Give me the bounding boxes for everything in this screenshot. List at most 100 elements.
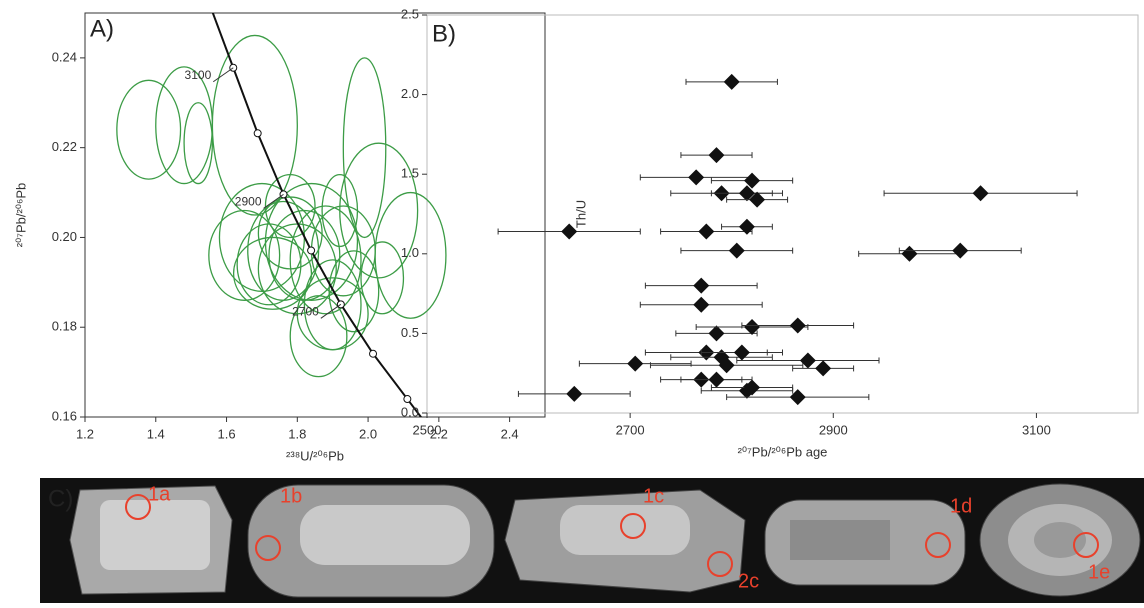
data-point — [718, 357, 735, 374]
analysis-spot — [1073, 532, 1099, 558]
panel-title: C) — [48, 485, 73, 512]
data-point — [749, 191, 766, 208]
age-marker — [307, 246, 316, 255]
concordia: 3100 2900 2700 — [185, 13, 423, 417]
error-ellipse — [360, 241, 405, 315]
data-point — [738, 185, 755, 202]
spot-label: 1e — [1088, 561, 1110, 583]
data-point — [744, 172, 761, 189]
error-ellipse — [155, 66, 214, 185]
y-tick-label: 0.16 — [52, 408, 77, 423]
error-ellipse — [264, 182, 359, 301]
data-point — [799, 352, 816, 369]
data-point — [972, 185, 989, 202]
data-point — [688, 169, 705, 186]
x-tick-label: 1.6 — [217, 426, 235, 441]
y-tick-label: 0.0 — [401, 404, 419, 419]
data-point — [728, 242, 745, 259]
x-tick-label: 1.4 — [147, 426, 165, 441]
data-point — [708, 147, 725, 164]
data-point — [789, 317, 806, 334]
analysis-spot — [925, 532, 951, 558]
analysis-spot — [707, 551, 733, 577]
data-point — [693, 296, 710, 313]
error-ellipse — [342, 57, 387, 239]
error-ellipse — [211, 34, 298, 216]
data-point — [738, 218, 755, 235]
error-ellipse — [208, 209, 281, 301]
error-ellipse — [328, 250, 380, 333]
data-point — [723, 73, 740, 90]
y-tick-label: 1.5 — [401, 166, 419, 181]
x-axis-label: ²⁰⁷Pb/²⁰⁶Pb age — [738, 444, 828, 459]
age-label-leader — [212, 67, 234, 83]
plot-frame-b — [426, 14, 1139, 414]
x-tick-label: 3100 — [1022, 422, 1051, 437]
crystals — [69, 483, 1141, 598]
age-label: 3100 — [185, 68, 212, 82]
data-point — [708, 371, 725, 388]
age-label: 2900 — [235, 195, 262, 209]
y-tick-label: 0.18 — [52, 319, 77, 334]
age-marker — [403, 395, 412, 404]
data-point — [566, 385, 583, 402]
y-axis-label: ²⁰⁷Pb/²⁰⁶Pb — [13, 183, 28, 248]
data-point — [744, 379, 761, 396]
spot-label: 1b — [280, 485, 302, 507]
x-tick-label: 2.0 — [359, 426, 377, 441]
error-ellipse — [296, 277, 369, 351]
data-point — [708, 325, 725, 342]
x-tick-label: 1.8 — [288, 426, 306, 441]
concordia-extension — [211, 13, 235, 69]
error-ellipse — [232, 236, 313, 310]
data-point — [744, 319, 761, 336]
data-point — [901, 245, 918, 262]
data-point — [627, 355, 644, 372]
x-tick-label: 2.4 — [501, 426, 519, 441]
spot-label: 1c — [643, 485, 664, 507]
ellipses — [116, 34, 447, 378]
y-axis-label: Th/U — [573, 200, 588, 228]
error-ellipse — [257, 196, 323, 270]
error-ellipse — [289, 295, 348, 378]
age-label: 2700 — [292, 305, 319, 319]
y-tick-label: 0.24 — [52, 49, 77, 64]
age-marker — [253, 129, 262, 138]
spot-label: 1a — [148, 483, 171, 505]
error-ellipse — [321, 173, 359, 248]
analysis-spot — [255, 535, 281, 561]
spot-label: 1d — [950, 495, 972, 517]
y-tick-label: 0.22 — [52, 139, 77, 154]
age-label-leader — [263, 193, 284, 209]
data-point — [561, 223, 578, 240]
panel-title: B) — [432, 20, 456, 47]
error-ellipse — [264, 173, 316, 239]
y-tick-label: 0.20 — [52, 229, 77, 244]
plot-frame-a — [84, 12, 546, 418]
x-tick-label: 2700 — [616, 422, 645, 437]
x-axis-label: ²³⁸U/²⁰⁶Pb — [286, 448, 344, 463]
y-tick-label: 1.0 — [401, 245, 419, 260]
y-tick-label: 2.0 — [401, 86, 419, 101]
panel-title: A) — [90, 15, 114, 42]
x-tick-label: 2900 — [819, 422, 848, 437]
analysis-spot — [620, 513, 646, 539]
age-marker — [369, 349, 378, 358]
error-ellipse — [289, 205, 362, 315]
spot-label: 2c — [738, 570, 759, 592]
y-tick-label: 0.5 — [401, 325, 419, 340]
x-tick-label: 2500 — [413, 422, 442, 437]
data-point — [952, 242, 969, 259]
y-tick-label: 2.5 — [401, 6, 419, 21]
x-tick-label: 1.2 — [76, 426, 94, 441]
error-ellipse — [310, 205, 376, 297]
analysis-spot — [125, 494, 151, 520]
age-label-leader — [320, 303, 342, 319]
data-point — [698, 223, 715, 240]
data-point — [789, 389, 806, 406]
error-ellipse — [116, 79, 182, 180]
data-point — [733, 344, 750, 361]
x-tick-label: 2.2 — [430, 426, 448, 441]
